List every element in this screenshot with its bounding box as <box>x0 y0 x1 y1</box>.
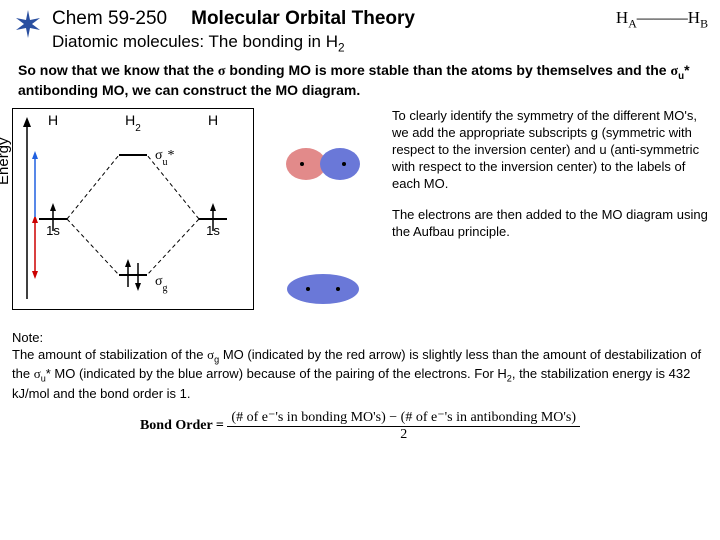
side-p1: To clearly identify the symmetry of the … <box>392 108 708 192</box>
middle-row: Energy H H2 H 1s 1s σu* σg <box>12 108 708 312</box>
ha-hb-label: HA———HB <box>616 8 708 31</box>
orbital-renderings <box>268 108 378 312</box>
energy-axis-label: Energy <box>0 138 12 186</box>
subtitle-text: Diatomic molecules: The bonding in H <box>52 32 338 51</box>
mo-diagram: Energy H H2 H 1s 1s σu* σg <box>12 108 254 310</box>
svg-text:σu*: σu* <box>155 148 175 168</box>
formula-numerator: (# of e⁻'s in bonding MO's) − (# of e⁻'s… <box>227 409 580 427</box>
subtitle-sub: 2 <box>338 40 345 54</box>
sigma-g-orbital-icon <box>278 269 368 312</box>
h2-label: H2 <box>125 112 141 134</box>
header: Chem 59-250 Molecular Orbital Theory Dia… <box>12 8 708 54</box>
intro-text-b: bonding MO is more stable than the atoms… <box>226 62 671 78</box>
intro-text-a: So now that we know that the <box>18 62 218 78</box>
note-block: Note: The amount of stabilization of the… <box>12 330 708 403</box>
h-left-label: H <box>48 112 58 128</box>
institution-logo-icon <box>12 8 44 40</box>
formula-lhs: Bond Order = <box>140 418 227 433</box>
sigma-u-symbol: σ <box>671 64 679 79</box>
header-text: Chem 59-250 Molecular Orbital Theory Dia… <box>52 8 588 54</box>
sigma-symbol: σ <box>218 64 226 79</box>
formula-fraction: (# of e⁻'s in bonding MO's) − (# of e⁻'s… <box>227 409 580 443</box>
main-title: Molecular Orbital Theory <box>191 8 415 30</box>
note-a: The amount of stabilization of the <box>12 347 207 362</box>
bond-order-formula: Bond Order = (# of e⁻'s in bonding MO's)… <box>12 409 708 443</box>
note-heading: Note: <box>12 330 43 345</box>
course-code: Chem 59-250 <box>52 8 167 30</box>
sigma-u-orbital-icon <box>278 142 368 189</box>
svg-text:σg: σg <box>155 274 168 294</box>
side-text: To clearly identify the symmetry of the … <box>392 108 708 254</box>
side-p2: The electrons are then added to the MO d… <box>392 207 708 241</box>
subtitle: Diatomic molecules: The bonding in H2 <box>52 32 588 54</box>
hb-sub: B <box>700 16 708 30</box>
hb-label: H <box>688 8 700 27</box>
note-c: * MO (indicated by the blue arrow) becau… <box>46 366 507 381</box>
formula-denominator: 2 <box>227 427 580 443</box>
ha-label: H <box>616 8 628 27</box>
h-right-label: H <box>208 112 218 128</box>
note-su: σ <box>34 366 41 381</box>
ha-sub: A <box>628 16 637 30</box>
intro-paragraph: So now that we know that the σ bonding M… <box>18 62 702 98</box>
